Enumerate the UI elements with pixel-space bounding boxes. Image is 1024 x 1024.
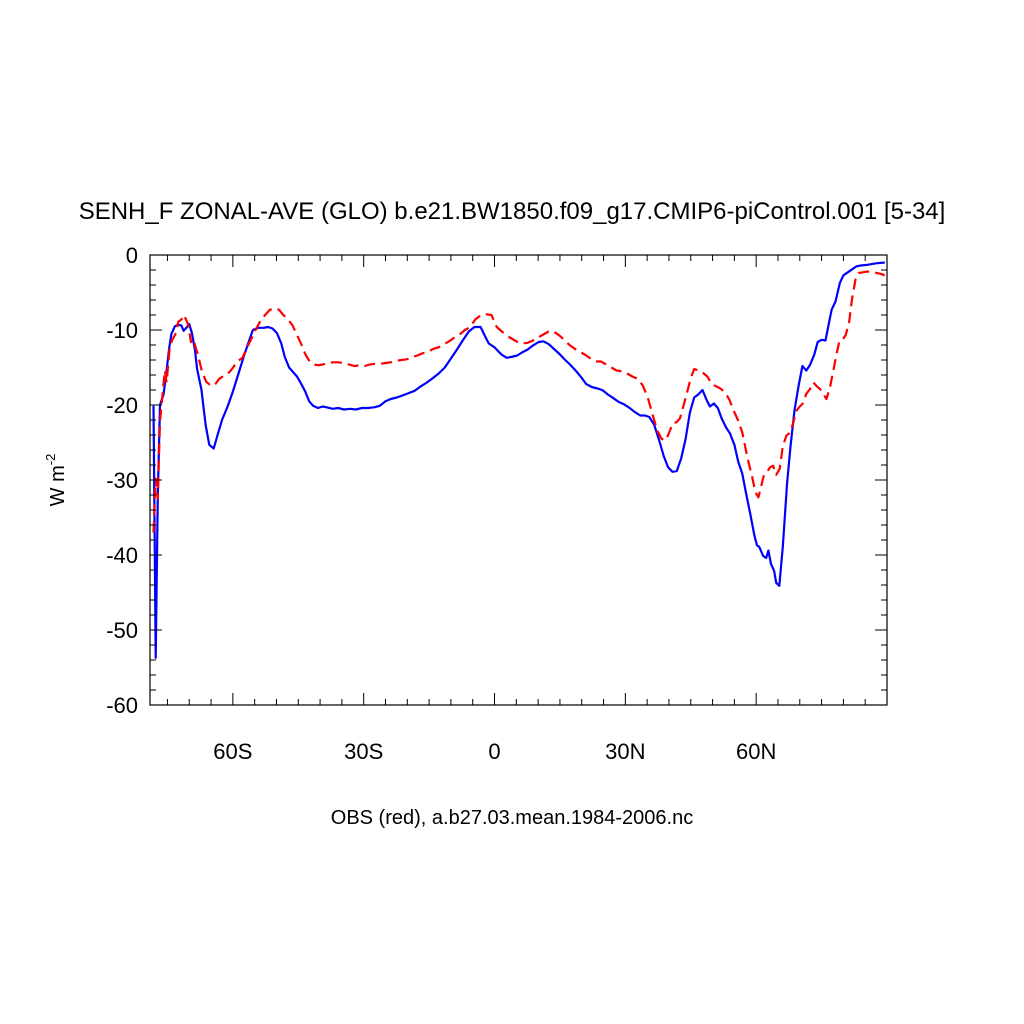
series-line-2 <box>152 270 886 533</box>
y-tick-label: -50 <box>106 618 138 643</box>
y-tick-label: 0 <box>126 243 138 268</box>
y-tick-label: -40 <box>106 543 138 568</box>
y-tick-label: -20 <box>106 393 138 418</box>
x-tick-label: 30S <box>344 739 383 764</box>
y-axis-label-exponent: -2 <box>43 454 58 466</box>
y-tick-label: -60 <box>106 693 138 718</box>
y-axis-label: W m-2 <box>43 454 69 507</box>
series-layer <box>152 261 886 659</box>
x-tick-label: 60N <box>736 739 776 764</box>
tick-label-layer: 0 -10 -20 -30 -40 -50 -60 60S 30S 0 30N 60N <box>106 243 776 764</box>
x-tick-label: 0 <box>488 739 500 764</box>
y-axis-label-base: W m <box>47 465 69 506</box>
y-tick-label: -30 <box>106 468 138 493</box>
series-line-1 <box>152 261 885 659</box>
x-tick-label: 30N <box>605 739 645 764</box>
x-axis-label: OBS (red), a.b27.03.mean.1984-2006.nc <box>331 807 693 829</box>
x-tick-label: 60S <box>213 739 252 764</box>
plot-area: 0 -10 -20 -30 -40 -50 -60 60S 30S 0 30N 60N <box>106 243 888 764</box>
y-tick-label: -10 <box>106 318 138 343</box>
chart-title: SENH_F ZONAL-AVE (GLO) b.e21.BW1850.f09_… <box>79 198 946 225</box>
plot-frame <box>149 254 888 706</box>
